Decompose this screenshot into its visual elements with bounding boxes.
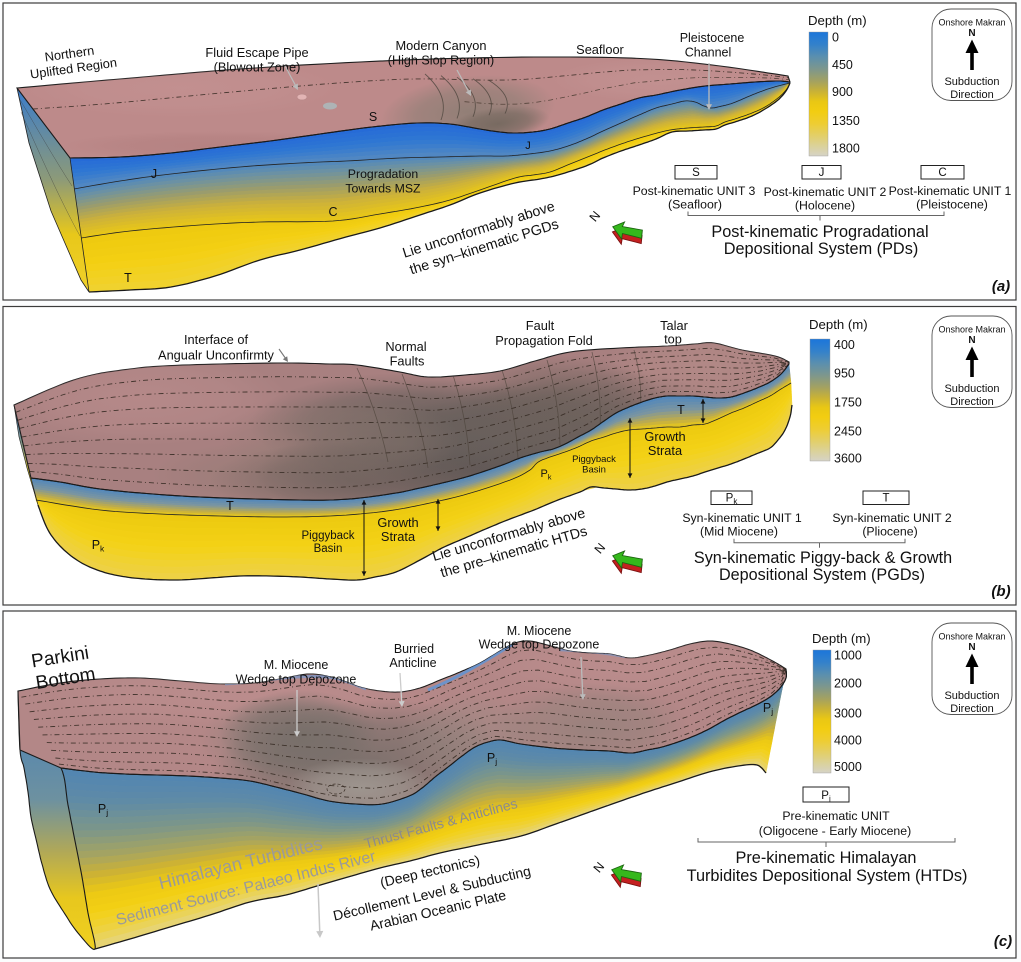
svg-text:Direction: Direction xyxy=(950,89,993,101)
svg-text:Pleistocene: Pleistocene xyxy=(680,31,745,45)
svg-text:(c): (c) xyxy=(994,933,1012,950)
svg-text:Direction: Direction xyxy=(950,396,993,408)
svg-text:Depth (m): Depth (m) xyxy=(808,13,867,28)
svg-text:900: 900 xyxy=(832,85,853,99)
svg-text:Pi: Pi xyxy=(821,790,831,804)
svg-text:Post-kinematic UNIT 1: Post-kinematic UNIT 1 xyxy=(889,184,1012,198)
svg-text:Pj: Pj xyxy=(487,751,497,767)
svg-text:3600: 3600 xyxy=(834,451,862,465)
svg-text:1000: 1000 xyxy=(834,648,862,662)
svg-text:C: C xyxy=(328,205,337,219)
svg-text:Pj: Pj xyxy=(763,701,773,717)
svg-text:950: 950 xyxy=(834,366,855,380)
svg-text:Channel: Channel xyxy=(685,46,732,60)
svg-text:Progradation: Progradation xyxy=(348,167,419,181)
svg-text:Growth: Growth xyxy=(377,515,418,530)
svg-text:(Pliocene): (Pliocene) xyxy=(862,525,917,539)
svg-text:Fluid Escape Pipe: Fluid Escape Pipe xyxy=(205,45,308,60)
svg-text:N: N xyxy=(968,642,975,653)
svg-text:1350: 1350 xyxy=(832,114,860,128)
svg-text:Interface of: Interface of xyxy=(184,332,248,347)
svg-text:N: N xyxy=(968,335,975,346)
svg-text:Modern Canyon: Modern Canyon xyxy=(395,38,486,53)
svg-text:(Blowout Zone): (Blowout Zone) xyxy=(214,60,301,75)
svg-text:3000: 3000 xyxy=(834,706,862,720)
svg-text:Towards MSZ: Towards MSZ xyxy=(345,182,421,196)
svg-text:Basin: Basin xyxy=(582,465,606,476)
svg-text:Anticline: Anticline xyxy=(389,656,436,670)
svg-text:(b): (b) xyxy=(991,583,1010,600)
svg-text:J: J xyxy=(525,140,531,152)
svg-text:Strata: Strata xyxy=(381,529,416,544)
svg-text:J: J xyxy=(151,167,157,181)
svg-text:(High Slop Region): (High Slop Region) xyxy=(388,54,494,68)
svg-text:Northern: Northern xyxy=(44,43,95,65)
svg-text:M. Miocene: M. Miocene xyxy=(264,658,329,672)
svg-text:Fault: Fault xyxy=(526,318,555,333)
svg-text:Direction: Direction xyxy=(950,703,993,715)
svg-text:Wedge top Depozone: Wedge top Depozone xyxy=(479,638,600,652)
svg-text:Piggyback: Piggyback xyxy=(572,454,616,465)
svg-text:Talar: Talar xyxy=(660,318,688,333)
svg-text:T: T xyxy=(124,271,132,285)
svg-text:Post-kinematic UNIT 3: Post-kinematic UNIT 3 xyxy=(633,184,756,198)
svg-text:Subduction: Subduction xyxy=(944,76,999,88)
svg-text:5000: 5000 xyxy=(834,760,862,774)
svg-text:400: 400 xyxy=(834,338,855,352)
svg-text:(Seafloor): (Seafloor) xyxy=(668,198,722,212)
svg-text:Depth (m): Depth (m) xyxy=(812,631,871,646)
svg-text:Normal: Normal xyxy=(385,339,426,354)
svg-text:J: J xyxy=(819,167,825,179)
svg-text:Depositional System (PGDs): Depositional System (PGDs) xyxy=(719,566,925,584)
svg-text:T: T xyxy=(882,493,889,505)
svg-text:2450: 2450 xyxy=(834,424,862,438)
svg-text:Subduction: Subduction xyxy=(944,383,999,395)
svg-text:Basin: Basin xyxy=(314,543,343,555)
svg-text:Seafloor: Seafloor xyxy=(576,42,624,57)
svg-text:Syn-kinematic UNIT 2: Syn-kinematic UNIT 2 xyxy=(832,511,952,525)
svg-text:Angualr Unconfirmty: Angualr Unconfirmty xyxy=(158,348,275,363)
svg-text:(Pleistocene): (Pleistocene) xyxy=(916,198,988,212)
svg-text:(Oligocene - Early Miocene): (Oligocene - Early Miocene) xyxy=(759,824,911,838)
svg-text:4000: 4000 xyxy=(834,733,862,747)
svg-text:Onshore Makran: Onshore Makran xyxy=(938,632,1005,642)
svg-text:Pk: Pk xyxy=(540,468,551,482)
svg-text:Post-kinematic Progradational: Post-kinematic Progradational xyxy=(711,223,928,241)
svg-text:Growth: Growth xyxy=(644,429,685,444)
svg-text:450: 450 xyxy=(832,58,853,72)
svg-text:Propagation Fold: Propagation Fold xyxy=(495,333,592,348)
svg-text:Onshore Makran: Onshore Makran xyxy=(938,325,1005,335)
svg-text:Syn-kinematic UNIT 1: Syn-kinematic UNIT 1 xyxy=(682,511,802,525)
svg-text:(Mid Miocene): (Mid Miocene) xyxy=(700,525,778,539)
svg-text:T: T xyxy=(226,499,234,513)
svg-text:Pre-kinematic Himalayan: Pre-kinematic Himalayan xyxy=(736,849,917,867)
svg-text:S: S xyxy=(369,110,377,124)
svg-text:(a): (a) xyxy=(992,278,1010,295)
svg-text:top: top xyxy=(664,332,682,347)
svg-text:Wedge top Depozone: Wedge top Depozone xyxy=(236,673,357,687)
svg-text:Depositional System (PDs): Depositional System (PDs) xyxy=(724,240,919,258)
svg-text:Depth (m): Depth (m) xyxy=(809,317,868,332)
svg-text:1800: 1800 xyxy=(832,142,860,156)
svg-text:Turbidites Depositional System: Turbidites Depositional System (HTDs) xyxy=(687,867,968,885)
svg-text:(Holocene): (Holocene) xyxy=(795,199,855,213)
svg-text:Strata: Strata xyxy=(648,443,683,458)
svg-text:S: S xyxy=(692,167,700,179)
svg-text:Post-kinematic UNIT 2: Post-kinematic UNIT 2 xyxy=(764,185,887,199)
svg-text:C: C xyxy=(938,167,946,179)
svg-text:Subduction: Subduction xyxy=(944,690,999,702)
svg-text:Pre-kinematic UNIT: Pre-kinematic UNIT xyxy=(782,809,890,823)
svg-text:0: 0 xyxy=(832,30,839,44)
svg-text:N: N xyxy=(968,28,975,39)
svg-text:Onshore Makran: Onshore Makran xyxy=(938,18,1005,28)
svg-text:2000: 2000 xyxy=(834,676,862,690)
svg-text:Faults: Faults xyxy=(390,354,425,369)
svg-text:Piggyback: Piggyback xyxy=(301,530,354,542)
svg-text:Syn-kinematic Piggy-back & Gro: Syn-kinematic Piggy-back & Growth xyxy=(694,549,952,567)
svg-text:Burried: Burried xyxy=(394,642,434,656)
svg-text:1750: 1750 xyxy=(834,395,862,409)
svg-text:T: T xyxy=(677,403,685,417)
svg-text:M. Miocene: M. Miocene xyxy=(507,624,572,638)
svg-text:Pj: Pj xyxy=(98,802,108,818)
